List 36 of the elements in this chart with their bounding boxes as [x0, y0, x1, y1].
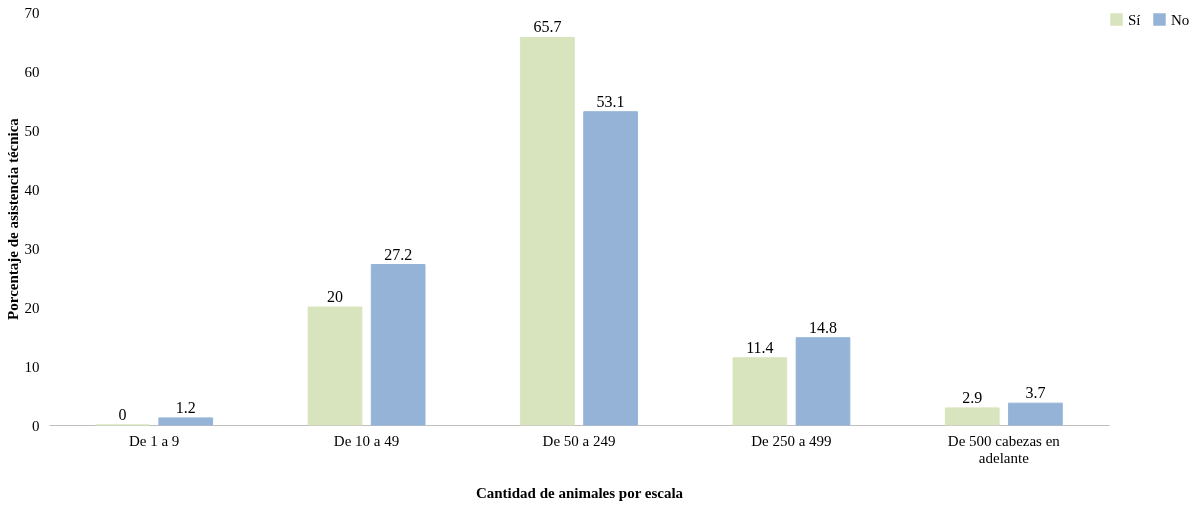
legend-label: No — [1171, 11, 1190, 28]
y-tick-label: 30 — [24, 240, 40, 257]
data-label: 53.1 — [596, 92, 625, 110]
bar — [1008, 402, 1063, 426]
y-tick-label: 10 — [24, 358, 40, 375]
data-label: 3.7 — [1025, 384, 1046, 402]
data-label: 1.2 — [175, 398, 196, 416]
legend-label: Sí — [1128, 11, 1141, 28]
bar — [307, 306, 363, 426]
y-axis-title: Porcentaje de asistencia técnica — [4, 117, 21, 320]
y-tick-label: 0 — [32, 417, 40, 434]
y-tick-label: 40 — [24, 181, 40, 198]
y-tick-label: 50 — [24, 122, 40, 139]
y-tick-label: 60 — [24, 63, 40, 80]
data-label: 2.9 — [962, 388, 983, 406]
bar — [732, 357, 788, 426]
bar — [520, 36, 575, 426]
x-axis-title: Cantidad de animales por escala — [475, 484, 684, 501]
data-label: 11.4 — [746, 338, 774, 356]
x-tick-label: De 250 a 499 — [751, 432, 832, 449]
data-label: 0 — [118, 406, 127, 423]
x-tick-label: De 1 a 9 — [128, 432, 180, 449]
bar — [795, 337, 851, 426]
x-tick-label: De 10 a 49 — [333, 432, 400, 449]
bar — [370, 264, 426, 426]
y-tick-label: 70 — [24, 4, 40, 21]
y-tick-label: 20 — [24, 299, 40, 316]
bar — [944, 407, 1000, 426]
bar — [158, 417, 214, 426]
x-tick-label: De 500 cabezas en adelante — [947, 432, 1061, 466]
x-tick-label: De 50 a 249 — [542, 432, 616, 449]
data-label: 20 — [327, 288, 343, 305]
data-label: 65.7 — [533, 18, 562, 36]
data-label: 27.2 — [384, 245, 413, 263]
bar — [583, 111, 638, 426]
data-label: 14.8 — [809, 318, 837, 336]
